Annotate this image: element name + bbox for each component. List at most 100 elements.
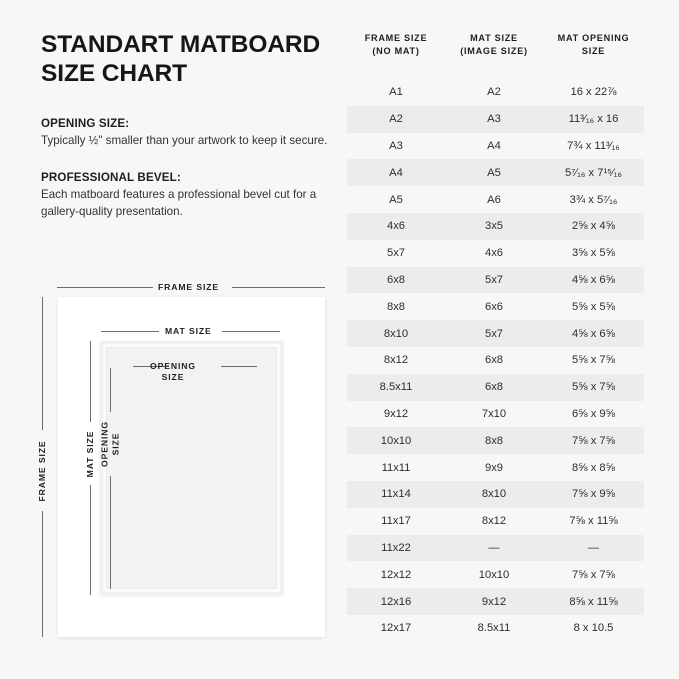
cell-frame-size: 10x10 [347,427,445,455]
matboard-diagram: FRAME SIZE MAT SIZE OPENING SIZE FRAME S… [25,278,345,658]
table-header-row: FRAME SIZE (NO MAT) MAT SIZE (IMAGE SIZE… [347,32,644,79]
cell-mat-opening-size: 3⅝ x 5⅝ [572,247,615,260]
table-row: 12x17 8.5x11 8 x 10.5 [347,615,644,642]
cell-mat-size: 8x8 [445,427,543,455]
table-row: 9x12 7x10 6⅝ x 9⅝ [347,401,644,428]
size-chart-table-wrapper: FRAME SIZE (NO MAT) MAT SIZE (IMAGE SIZE… [347,32,644,642]
cell-frame-size: 11x14 [347,481,445,508]
cell-mat-opening-size: 7⅝ x 11⅝ [569,515,618,528]
cell-frame-size: 11x22 [347,534,445,562]
cell-mat-size: 6x8 [484,354,504,367]
cell-mat-opening-size: 7¾ x 11³⁄₁₆ [567,140,620,153]
frame-size-top-rule-right [232,287,325,288]
cell-frame-size: 8x10 [347,320,445,348]
cell-frame-size: A2 [347,105,445,133]
column-header-frame-size: FRAME SIZE (NO MAT) [364,33,428,56]
cell-mat-size: 3x5 [445,213,543,240]
cell-frame-size: 12x16 [347,588,445,616]
cell-mat-opening-size: 7⅝ x 7⅝ [572,568,615,581]
mat-size-top-rule-right [222,331,280,332]
page-title: STANDART MATBOARD SIZE CHART [41,31,321,88]
cell-mat-opening-size: 11³⁄₁₆ x 16 [543,105,644,133]
cell-frame-size: 11x17 [381,515,411,528]
mat-size-side-rule-top [90,341,91,422]
cell-frame-size: 12x12 [380,568,412,581]
mat-size-side-rule-bottom [90,485,91,595]
cell-mat-opening-size: 7⅝ x 9⅝ [543,481,644,508]
cell-mat-size: 5x7 [445,266,543,294]
cell-mat-opening-size: 6⅝ x 9⅝ [572,408,615,421]
table-row: A4 A5 5⁷⁄₁₆ x 7¹⁵⁄₁₆ [347,159,644,187]
frame-size-side-rule-bottom [42,511,43,637]
table-row: 6x8 5x7 4⅝ x 6⅝ [347,266,644,294]
cell-mat-opening-size: 5⅝ x 5⅝ [572,300,615,313]
diagram-opening-area [106,347,277,589]
left-column: STANDART MATBOARD SIZE CHART OPENING SIZ… [41,30,341,220]
note-professional-bevel: PROFESSIONAL BEVEL: Each matboard featur… [41,171,341,220]
cell-mat-opening-size: 3¾ x 5⁷⁄₁₆ [569,193,618,206]
cell-mat-size: 5x7 [445,320,543,348]
cell-mat-opening-size: 5⁷⁄₁₆ x 7¹⁵⁄₁₆ [543,159,644,187]
opening-size-side-label: OPENING SIZE [99,421,120,467]
mat-size-top-label: MAT SIZE [165,326,212,336]
cell-mat-size: 9x12 [445,588,543,616]
note-opening-size: OPENING SIZE: Typically ½" smaller than … [41,117,341,149]
cell-frame-size: A4 [347,159,445,187]
note-heading-professional-bevel: PROFESSIONAL BEVEL: [41,171,181,185]
opening-size-side-rule-top [110,368,111,412]
cell-mat-opening-size: 4⅝ x 6⅝ [543,266,644,294]
mat-size-side-label: MAT SIZE [85,430,95,478]
table-row: 12x12 10x10 7⅝ x 7⅝ [347,561,644,588]
opening-size-top-rule-left [133,366,169,367]
cell-mat-size: A4 [487,140,501,153]
table-row: 11x17 8x12 7⅝ x 11⅝ [347,508,644,535]
column-header-mat-size: MAT SIZE (IMAGE SIZE) [460,33,528,56]
opening-size-top-rule-right [221,366,257,367]
cell-mat-size: 7x10 [481,408,507,421]
cell-frame-size: 11x11 [381,461,411,474]
table-row: A1 A2 16 x 22⅞ [347,79,644,106]
frame-size-side-rule-top [42,297,43,430]
mat-size-top-rule-left [101,331,159,332]
cell-mat-opening-size: 8⅝ x 11⅝ [543,588,644,616]
cell-mat-size: 4x6 [484,247,504,260]
note-heading-opening-size: OPENING SIZE: [41,116,130,130]
table-row: 4x6 3x5 2⅝ x 4⅝ [347,213,644,240]
cell-mat-size: 8.5x11 [477,622,511,635]
table-row: 5x7 4x6 3⅝ x 5⅝ [347,240,644,267]
cell-mat-size: 9x9 [484,461,504,474]
cell-mat-size: A6 [487,193,501,206]
frame-size-side-label: FRAME SIZE [37,440,47,502]
frame-size-top-label: FRAME SIZE [158,282,220,292]
opening-size-side-rule-bottom [110,476,111,589]
cell-mat-opening-size: 5⅝ x 7⅝ [572,354,615,367]
cell-frame-size: 8.5x11 [347,373,445,401]
frame-size-top-rule-left [57,287,153,288]
cell-mat-opening-size: 8 x 10.5 [573,622,614,635]
table-row: A2 A3 11³⁄₁₆ x 16 [347,105,644,133]
cell-mat-opening-size: 2⅝ x 4⅝ [543,213,644,240]
cell-frame-size: 9x12 [383,408,409,421]
cell-frame-size: 8x8 [386,300,406,313]
table-row: 8x12 6x8 5⅝ x 7⅝ [347,347,644,374]
table-row: 10x10 8x8 7⅝ x 7⅝ [347,427,644,455]
cell-frame-size: 5x7 [386,247,406,260]
cell-mat-opening-size: 4⅝ x 6⅝ [543,320,644,348]
cell-mat-opening-size: — [543,534,644,562]
table-row: 11x14 8x10 7⅝ x 9⅝ [347,481,644,508]
table-row: 8x8 6x6 5⅝ x 5⅝ [347,293,644,320]
cell-mat-opening-size: 8⅝ x 8⅝ [572,461,615,474]
note-body-professional-bevel: Each matboard features a professional be… [41,188,317,218]
cell-frame-size: 12x17 [380,622,412,635]
table-row: 8.5x11 6x8 5⅝ x 7⅝ [347,373,644,401]
table-header: FRAME SIZE (NO MAT) MAT SIZE (IMAGE SIZE… [347,32,644,79]
table-row: A3 A4 7¾ x 11³⁄₁₆ [347,133,644,160]
cell-frame-size: A1 [389,86,403,99]
cell-mat-opening-size: 5⅝ x 7⅝ [543,373,644,401]
cell-frame-size: 6x8 [347,266,445,294]
cell-frame-size: 4x6 [347,213,445,240]
table-body: A1 A2 16 x 22⅞ A2 A3 11³⁄₁₆ x 16 A3 A4 7¾ x 11³⁄… [347,79,644,642]
table-row: A5 A6 3¾ x 5⁷⁄₁₆ [347,186,644,213]
note-body-opening-size: Typically ½" smaller than your artwork t… [41,133,328,147]
table-row: 11x11 9x9 8⅝ x 8⅝ [347,454,644,481]
